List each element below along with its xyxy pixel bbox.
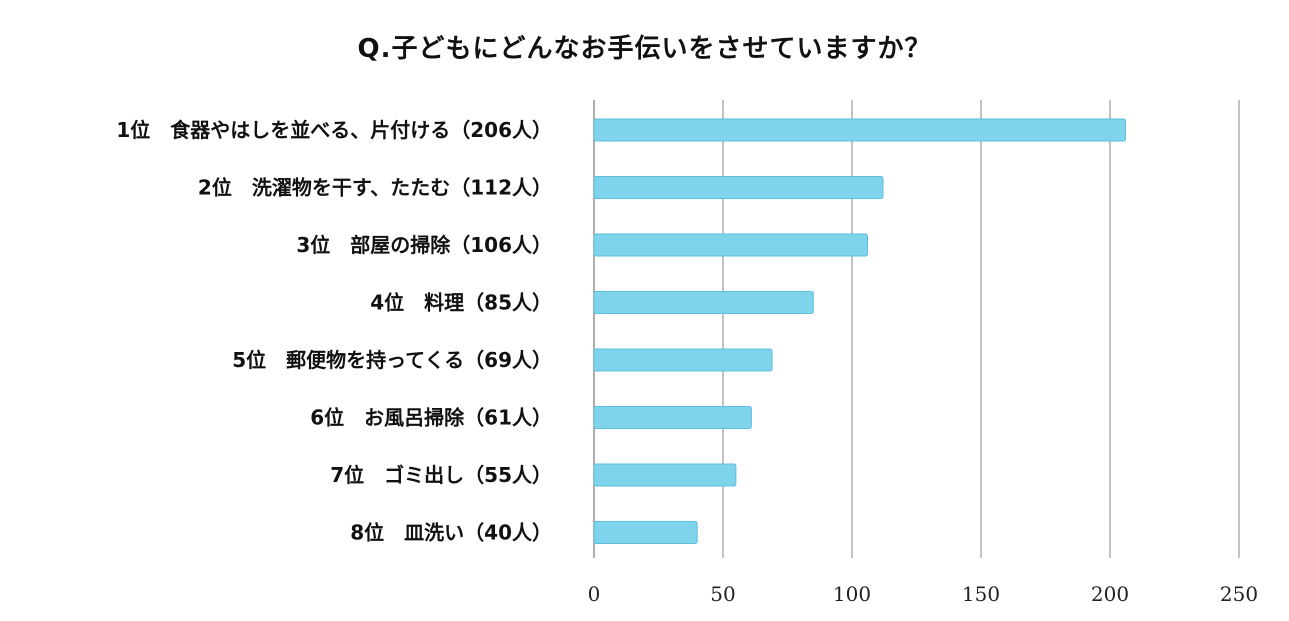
category-label-1: 1位 食器やはしを並べる、片付ける（206人） [116, 118, 552, 142]
category-label-6: 6位 お風呂掃除（61人） [310, 406, 552, 430]
category-label-4: 4位 料理（85人） [370, 291, 552, 315]
category-labels: 1位 食器やはしを並べる、片付ける（206人） 2位 洗濯物を干す、たたむ（112… [116, 118, 552, 545]
x-axis-tick-labels: 0 50 100 150 200 250 [588, 582, 1258, 606]
category-label-3: 3位 部屋の掃除（106人） [296, 233, 552, 257]
category-label-2: 2位 洗濯物を干す、たたむ（112人） [198, 176, 552, 200]
category-label-7: 7位 ゴミ出し（55人） [330, 463, 552, 487]
category-label-8: 8位 皿洗い（40人） [350, 521, 552, 545]
x-tick-label-0: 0 [588, 582, 601, 606]
bar-3 [593, 233, 868, 257]
bar-1 [593, 118, 1126, 142]
chart-title: Q.子どもにどんなお手伝いをさせていますか？ [357, 34, 932, 64]
bar-2 [593, 176, 884, 199]
grid-lines [593, 100, 1240, 558]
bars [593, 118, 1126, 544]
bar-5 [593, 348, 773, 372]
x-tick-label-250: 250 [1220, 582, 1258, 606]
x-tick-label-50: 50 [710, 582, 735, 606]
category-label-5: 5位 郵便物を持ってくる（69人） [232, 348, 552, 372]
x-tick-label-200: 200 [1091, 582, 1129, 606]
bar-7 [593, 463, 737, 487]
bar-6 [593, 406, 752, 429]
x-tick-label-150: 150 [962, 582, 1000, 606]
bar-8 [593, 521, 698, 544]
bar-4 [593, 291, 814, 314]
x-tick-label-100: 100 [833, 582, 871, 606]
